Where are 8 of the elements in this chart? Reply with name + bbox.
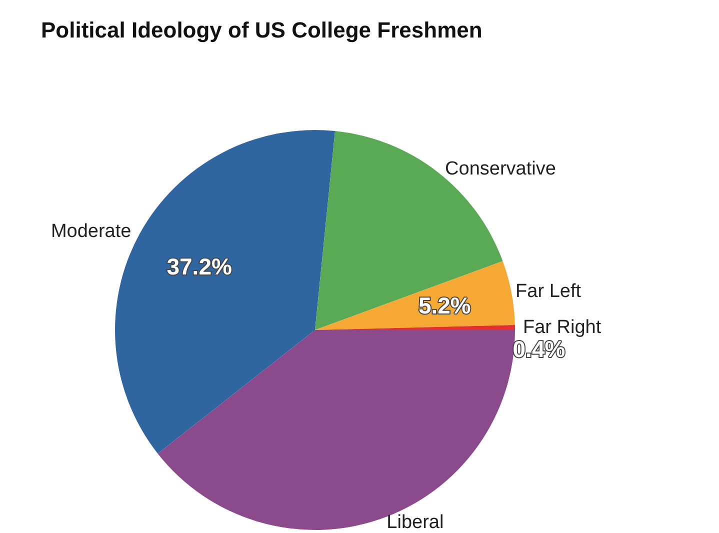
data-label: 37.2% xyxy=(166,253,232,280)
slice-label: Moderate xyxy=(50,221,132,242)
slice-label: Far Left xyxy=(516,281,582,302)
slice-label: Liberal xyxy=(386,512,444,533)
slice-label: Far Right xyxy=(522,316,602,338)
slice-label: Conservative xyxy=(445,158,556,180)
chart-title: Political Ideology of US College Freshmen xyxy=(41,18,482,42)
data-label: 5.2% xyxy=(418,292,471,318)
